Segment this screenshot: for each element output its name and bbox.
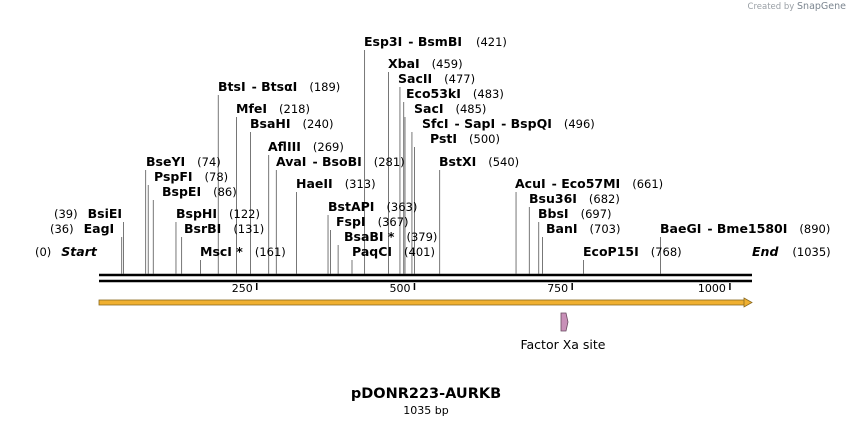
site-label-ecop15i: EcoP15I (768) [583, 244, 682, 259]
site-label-sacii: SacII (477) [398, 71, 475, 86]
site-label-bsahi: BsaHI (240) [250, 116, 333, 131]
site-label-haeii: HaeII (313) [296, 176, 376, 191]
axis-tick-label-250: 250 [232, 282, 253, 295]
site-label-bbsi: BbsI (697) [538, 206, 612, 221]
site-label-bsiei: (39) BsiEI [54, 206, 122, 221]
site-label-sfci: SfcI - SapI - BspQI (496) [422, 116, 595, 131]
plasmid-name: pDONR223-AURKB [350, 386, 502, 402]
site-label-bsrbi: BsrBI (131) [184, 221, 264, 236]
site-leader-lines [121, 50, 661, 274]
site-label-bstapi: BstAPI (363) [328, 199, 417, 214]
site-label-bspei: BspEI (86) [162, 184, 237, 199]
site-label-eco53ki: Eco53kI (483) [406, 86, 504, 101]
site-label-fspi: FspI (367) [336, 214, 409, 229]
site-label-saci: SacI (485) [414, 101, 486, 116]
site-label-eagi: (36) EagI [50, 221, 114, 236]
site-label-bsu36i: Bsu36I (682) [529, 191, 620, 206]
site-label-pspfi: PspFI (78) [154, 169, 228, 184]
site-label-avai: AvaI - BsoBI (281) [276, 154, 405, 169]
site-label-bsphi: BspHI (122) [176, 206, 260, 221]
site-label-bani: BanI (703) [546, 221, 620, 236]
site-label-acui: AcuI - Eco57MI (661) [515, 176, 663, 191]
credit-prefix: Created by [747, 2, 795, 12]
feature-label-factor-xa: Factor Xa site [520, 337, 605, 352]
site-label-esp3i: Esp3I - BsmBI (421) [364, 34, 507, 49]
factor-xa-feature-shape [560, 312, 569, 332]
plasmid-length: 1035 bp [403, 404, 449, 417]
site-label-xbai: XbaI (459) [388, 56, 463, 71]
site-label-btsi: BtsI - BtsαI (189) [218, 79, 340, 94]
site-label-bstxi: BstXI (540) [439, 154, 519, 169]
end-marker: End (1035) [752, 244, 831, 259]
snapgene-credit: Created by SnapGene [748, 1, 846, 12]
axis-ticks: 250 500 750 1000 [232, 282, 731, 295]
orf-arrow [98, 297, 753, 308]
site-label-baegi: BaeGI - Bme1580I (890) [660, 221, 830, 236]
site-label-bsabi: BsaBI * (379) [344, 229, 437, 244]
snapgene-logo: SnapGene [797, 1, 846, 12]
site-label-bseyi: BseYI (74) [146, 154, 221, 169]
start-marker: (0) Start [35, 244, 98, 259]
site-label-afliii: AflIII (269) [268, 139, 344, 154]
site-label-mfei: MfeI (218) [236, 101, 310, 116]
site-label-paqci: PaqCI (401) [352, 244, 435, 259]
axis-tick-label-1000: 1000 [698, 282, 726, 295]
site-label-msci: MscI * (161) [200, 244, 286, 259]
axis-tick-label-750: 750 [547, 282, 568, 295]
axis-tick-label-500: 500 [389, 282, 410, 295]
site-label-psti: PstI (500) [430, 131, 500, 146]
